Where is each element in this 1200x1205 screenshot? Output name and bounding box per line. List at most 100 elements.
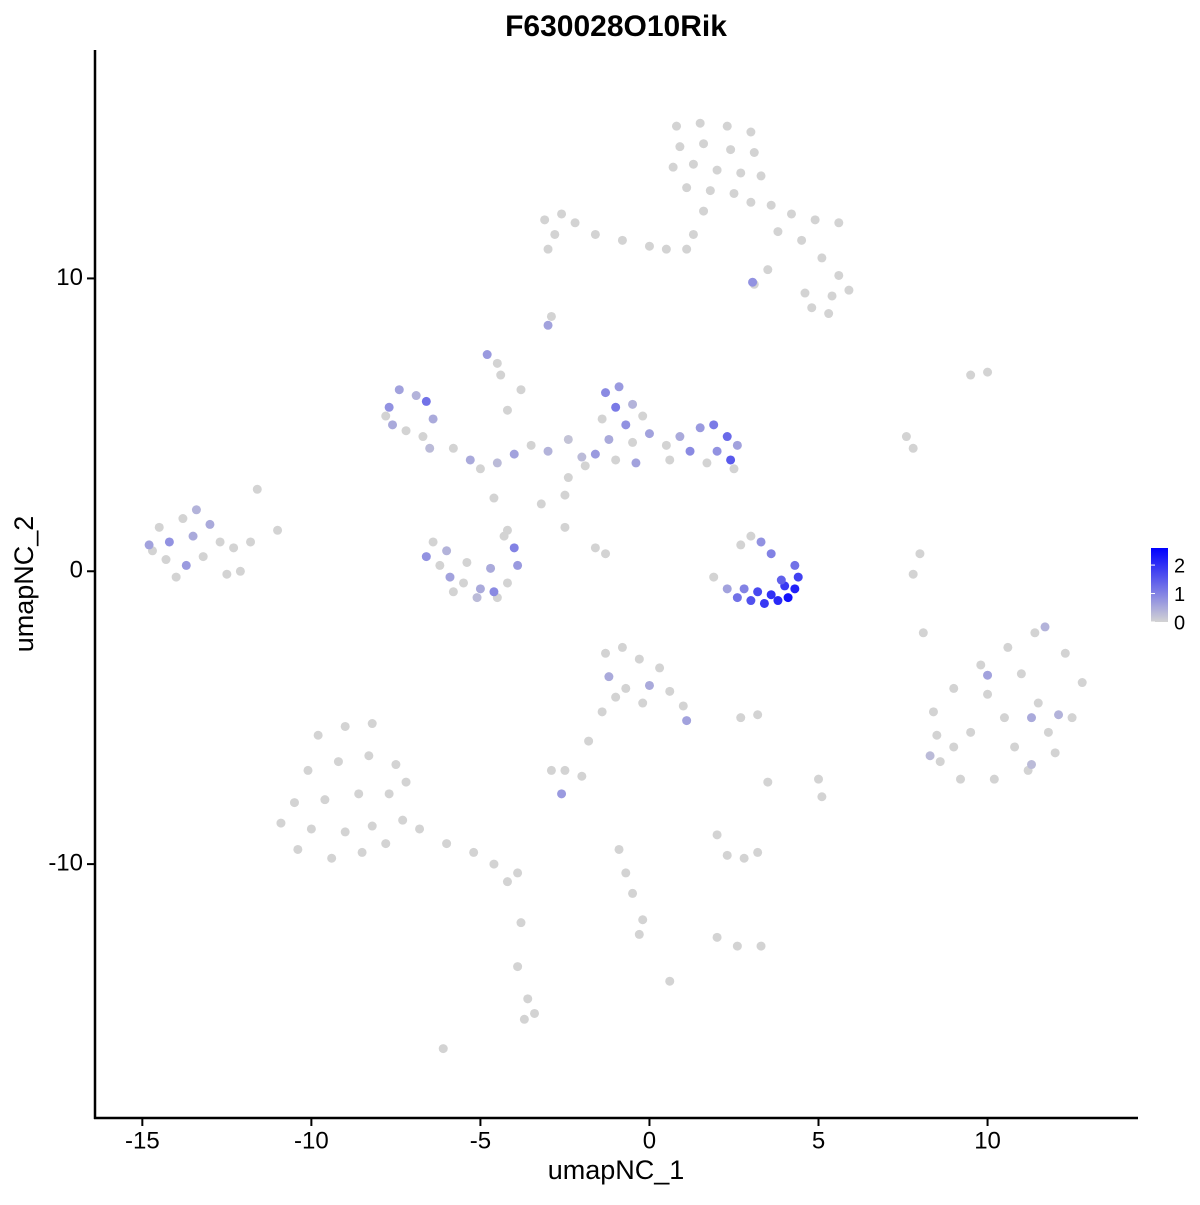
point bbox=[246, 537, 256, 547]
point bbox=[712, 446, 722, 456]
point bbox=[675, 142, 685, 152]
point bbox=[543, 244, 553, 254]
point bbox=[557, 789, 567, 799]
point bbox=[235, 566, 245, 576]
point bbox=[709, 420, 719, 430]
point bbox=[763, 265, 773, 275]
point bbox=[601, 388, 611, 398]
point bbox=[628, 888, 638, 898]
point bbox=[516, 385, 526, 395]
x-tick-label: 10 bbox=[974, 1127, 1001, 1154]
point bbox=[736, 540, 746, 550]
point bbox=[560, 765, 570, 775]
point bbox=[215, 537, 225, 547]
point bbox=[546, 765, 556, 775]
point bbox=[793, 572, 803, 582]
point bbox=[611, 402, 621, 412]
x-tick-label: -15 bbox=[125, 1127, 160, 1154]
point bbox=[611, 692, 621, 702]
point bbox=[1030, 628, 1040, 638]
point bbox=[661, 244, 671, 254]
point bbox=[513, 560, 523, 570]
point bbox=[797, 235, 807, 245]
points bbox=[144, 118, 1087, 1054]
point bbox=[502, 405, 512, 415]
point bbox=[783, 593, 793, 603]
point bbox=[956, 774, 966, 784]
point bbox=[340, 721, 350, 731]
point bbox=[966, 370, 976, 380]
point bbox=[732, 593, 742, 603]
point bbox=[222, 569, 232, 579]
point bbox=[949, 742, 959, 752]
point bbox=[401, 777, 411, 787]
point bbox=[475, 584, 485, 594]
point bbox=[1077, 678, 1087, 688]
point bbox=[560, 522, 570, 532]
point bbox=[546, 311, 556, 321]
point bbox=[526, 440, 536, 450]
point bbox=[688, 229, 698, 239]
point bbox=[354, 789, 364, 799]
point bbox=[489, 493, 499, 503]
point bbox=[739, 853, 749, 863]
point bbox=[983, 670, 993, 680]
point bbox=[699, 139, 709, 149]
point bbox=[814, 774, 824, 784]
point bbox=[726, 145, 736, 155]
point bbox=[665, 686, 675, 696]
y-tick-label: 0 bbox=[70, 557, 83, 584]
point bbox=[807, 303, 817, 313]
point bbox=[492, 458, 502, 468]
point bbox=[557, 209, 567, 219]
point bbox=[448, 443, 458, 453]
y-tick-label: 10 bbox=[56, 264, 83, 291]
point bbox=[489, 859, 499, 869]
point bbox=[682, 716, 692, 726]
point bbox=[756, 171, 766, 181]
point bbox=[665, 455, 675, 465]
point bbox=[800, 288, 810, 298]
point bbox=[340, 827, 350, 837]
point bbox=[597, 707, 607, 717]
point bbox=[367, 719, 377, 729]
point bbox=[611, 455, 621, 465]
point bbox=[753, 710, 763, 720]
point bbox=[289, 798, 299, 808]
point bbox=[915, 549, 925, 559]
point bbox=[918, 628, 928, 638]
point bbox=[976, 660, 986, 670]
point bbox=[932, 730, 942, 740]
point bbox=[381, 411, 391, 421]
point bbox=[276, 818, 286, 828]
point bbox=[442, 546, 452, 556]
point bbox=[401, 426, 411, 436]
point bbox=[486, 563, 496, 573]
point bbox=[949, 683, 959, 693]
point bbox=[621, 420, 631, 430]
point bbox=[621, 683, 631, 693]
point bbox=[496, 370, 506, 380]
color-bar bbox=[1151, 548, 1168, 622]
point bbox=[229, 543, 239, 553]
point bbox=[516, 918, 526, 928]
point bbox=[154, 522, 164, 532]
point bbox=[523, 994, 533, 1004]
point bbox=[1027, 713, 1037, 723]
point bbox=[1067, 713, 1077, 723]
point bbox=[756, 941, 766, 951]
point bbox=[601, 549, 611, 559]
x-tick-label: 5 bbox=[812, 1127, 825, 1154]
point bbox=[614, 844, 624, 854]
point bbox=[678, 701, 688, 711]
point bbox=[722, 584, 732, 594]
point bbox=[773, 227, 783, 237]
point bbox=[428, 414, 438, 424]
point bbox=[1016, 669, 1026, 679]
color-tick-label: 1 bbox=[1174, 584, 1185, 606]
point bbox=[435, 560, 445, 570]
point bbox=[530, 1008, 540, 1018]
point bbox=[634, 929, 644, 939]
point bbox=[786, 209, 796, 219]
point bbox=[421, 396, 431, 406]
